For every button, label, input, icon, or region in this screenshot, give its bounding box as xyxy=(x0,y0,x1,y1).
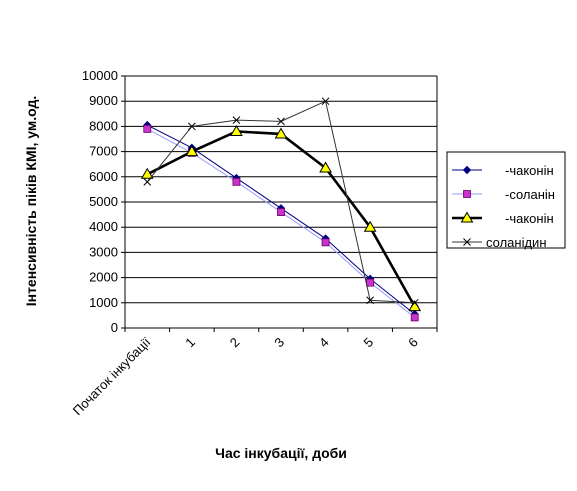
x-marker-stroke xyxy=(188,122,196,131)
legend-entry: соланідин xyxy=(452,235,547,250)
x-tick-label: Початок інкубації xyxy=(70,334,154,418)
x-tick-label: 2 xyxy=(227,335,243,351)
data-point xyxy=(319,161,332,173)
data-point xyxy=(321,97,330,106)
legend-marker xyxy=(463,190,471,198)
y-axis-title: Інтенсивність піків КМІ, ум.од. xyxy=(23,96,39,307)
y-tick-label: 4000 xyxy=(89,219,118,234)
legend-label: -чаконін xyxy=(505,211,554,226)
data-point xyxy=(143,125,152,133)
axes xyxy=(121,75,438,332)
legend: -чаконін -соланін -чаконін соланідин xyxy=(446,151,566,250)
data-point xyxy=(366,278,375,287)
data-point xyxy=(274,127,288,139)
series-line xyxy=(147,128,416,318)
series-4 xyxy=(143,97,419,307)
x-marker-stroke xyxy=(277,117,285,126)
x-marker-stroke xyxy=(321,97,330,106)
legend-entry: -чаконін xyxy=(452,163,554,178)
data-point xyxy=(188,122,196,131)
data-point xyxy=(140,167,154,179)
y-tick-label: 2000 xyxy=(89,270,118,285)
data-point xyxy=(277,117,285,126)
legend-marker xyxy=(460,211,474,223)
data-point xyxy=(230,124,243,136)
x-tick-label: 3 xyxy=(271,335,287,351)
series-line xyxy=(146,130,416,308)
x-marker-stroke xyxy=(366,296,374,305)
y-tick-label: 0 xyxy=(111,320,118,335)
legend-marker xyxy=(462,165,472,175)
data-point xyxy=(232,177,241,186)
x-marker-stroke xyxy=(410,298,419,307)
data-point xyxy=(185,145,199,157)
x-tick-label: 5 xyxy=(361,335,377,351)
x-marker-stroke xyxy=(232,116,241,124)
y-tick-label: 10000 xyxy=(82,68,118,83)
series-layer xyxy=(140,97,422,322)
gridlines xyxy=(125,75,437,304)
y-tick-label: 3000 xyxy=(89,244,118,259)
data-point xyxy=(363,220,377,232)
legend-label: -чаконін xyxy=(505,163,554,178)
data-point xyxy=(232,116,241,124)
legend-label: соланідин xyxy=(486,235,547,250)
legend-label: -соланін xyxy=(505,187,555,202)
legend-entry: -соланін xyxy=(452,187,555,202)
data-point xyxy=(410,298,419,307)
y-tick-label: 9000 xyxy=(89,93,118,108)
y-tick-label: 8000 xyxy=(89,118,118,133)
data-point xyxy=(143,177,152,186)
x-tick-label: 1 xyxy=(182,335,198,351)
data-point xyxy=(410,313,419,322)
data-point xyxy=(321,238,330,247)
data-point xyxy=(277,208,285,216)
data-point xyxy=(366,296,374,305)
x-tick-label: 4 xyxy=(316,335,332,351)
legend-entry: -чаконін xyxy=(452,211,554,226)
legend-marker xyxy=(463,238,471,246)
y-tick-label: 7000 xyxy=(89,144,118,159)
x-tick-label: 6 xyxy=(405,335,421,351)
x-marker-stroke xyxy=(463,238,471,246)
x-marker-stroke xyxy=(143,177,152,186)
y-tick-label: 6000 xyxy=(89,169,118,184)
y-tick-label: 1000 xyxy=(89,295,118,310)
y-tick-label: 5000 xyxy=(89,194,118,209)
series-3 xyxy=(140,124,422,312)
x-axis-title: Час інкубації, доби xyxy=(215,445,347,461)
